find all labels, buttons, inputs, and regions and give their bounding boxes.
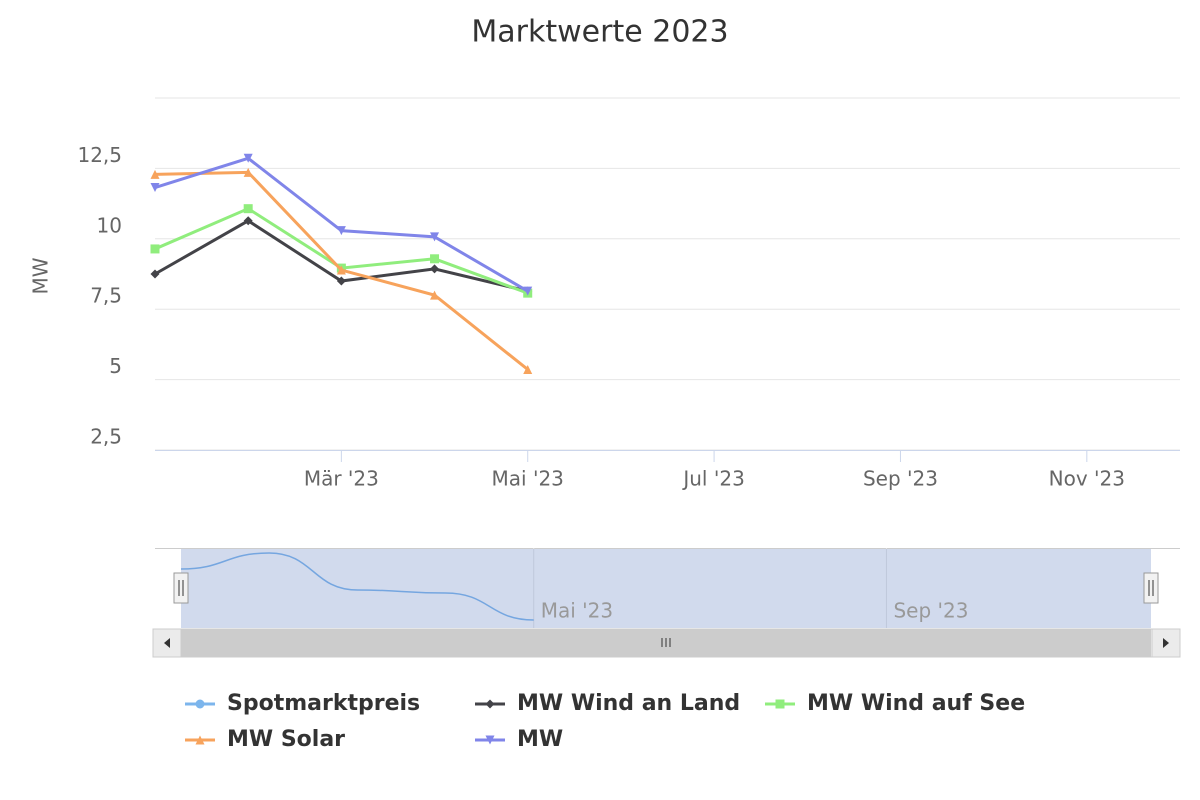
y-tick-label: 7,5 (90, 284, 122, 308)
scrollbar-grip (661, 638, 671, 647)
legend-marker (485, 699, 495, 709)
navigator-tick-label: Sep '23 (893, 599, 968, 623)
marker (430, 254, 440, 264)
legend-marker (195, 699, 205, 709)
navigator-series (180, 552, 534, 621)
x-tick-label: Sep '23 (863, 467, 938, 491)
x-tick-label: Mai '23 (492, 467, 564, 491)
arrow-right (1163, 638, 1169, 648)
marker (523, 286, 533, 296)
legend-marker (775, 699, 785, 709)
legend-label[interactable]: MW (517, 727, 563, 752)
marker (150, 244, 160, 254)
chart-title: Marktwerte 2023 (471, 15, 728, 50)
y-tick-label: 5 (109, 354, 122, 378)
legend-label[interactable]: MW Wind an Land (517, 691, 740, 716)
navigator-tick-label: Mai '23 (541, 599, 613, 623)
marker (430, 264, 440, 274)
marker (243, 167, 253, 177)
navigator-mask[interactable] (181, 549, 1151, 628)
marker (430, 232, 440, 242)
marker (336, 226, 346, 236)
y-axis-title: MW (29, 257, 53, 294)
x-tick-label: Nov '23 (1049, 467, 1125, 491)
legend-marker (195, 735, 205, 745)
legend-marker (485, 735, 495, 745)
arrow-left (164, 638, 170, 648)
legend-label[interactable]: Spotmarktpreis (227, 691, 420, 716)
x-tick-label: Jul '23 (681, 467, 744, 491)
legend-label[interactable]: MW Solar (227, 727, 345, 752)
marker (243, 204, 253, 214)
y-tick-label: 12,5 (77, 143, 122, 167)
navigator-handle[interactable] (173, 572, 189, 604)
marker (430, 290, 440, 300)
marker (523, 364, 533, 374)
marker (336, 276, 346, 286)
x-tick-label: Mär '23 (304, 467, 379, 491)
navigator (155, 548, 1180, 628)
marker (150, 183, 160, 193)
marker (243, 153, 253, 163)
marker (243, 216, 253, 226)
marker (150, 169, 160, 179)
y-tick-label: 2,5 (90, 425, 122, 449)
legend-label[interactable]: MW Wind auf See (807, 691, 1025, 716)
marker (150, 269, 160, 279)
marker (336, 265, 346, 275)
y-tick-label: 10 (97, 213, 122, 237)
navigator-handle[interactable] (1143, 572, 1159, 604)
